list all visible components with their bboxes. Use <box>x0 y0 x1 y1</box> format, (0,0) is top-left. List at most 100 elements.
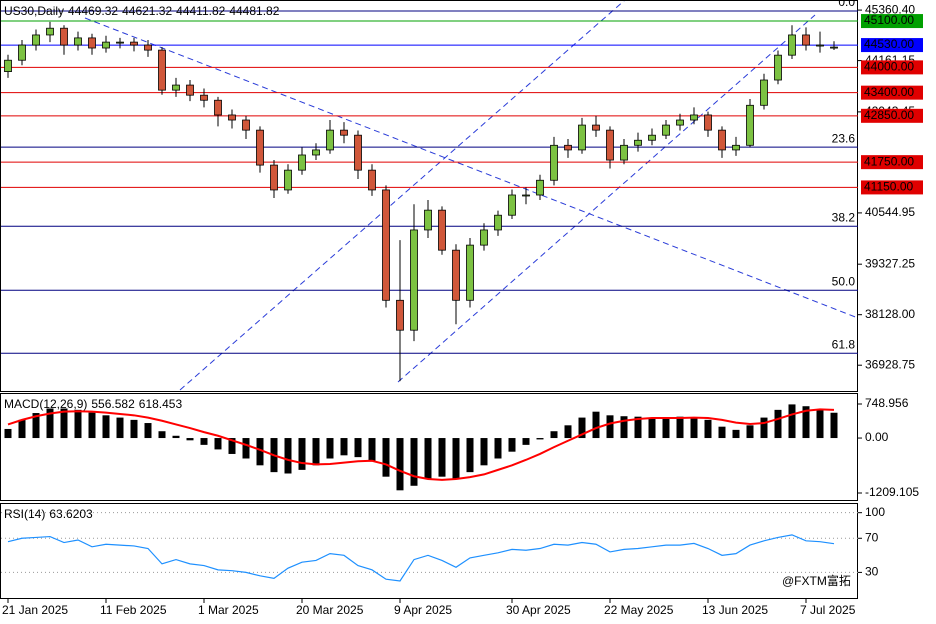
trendline <box>397 14 816 383</box>
trendline <box>179 0 626 391</box>
candle-body <box>340 129 348 136</box>
candle-body <box>60 27 68 46</box>
y-tick-label: 70 <box>865 530 879 544</box>
level-label: 41150.00 <box>864 180 913 194</box>
candle-body <box>606 129 614 161</box>
level-label: 43400.00 <box>864 85 914 99</box>
level-label: 45100.00 <box>864 13 914 27</box>
macd-bar <box>214 438 222 450</box>
macd-bar <box>60 408 68 439</box>
candle-body <box>466 244 474 301</box>
macd-bar <box>424 438 432 479</box>
macd-bar <box>200 438 208 445</box>
candle-body <box>564 144 572 151</box>
macd-bar <box>158 431 166 439</box>
candle-body <box>578 124 586 151</box>
x-tick-label: 1 Mar 2025 <box>198 603 259 617</box>
candle-body <box>480 229 488 246</box>
candle-body <box>788 34 796 56</box>
macd-bar <box>676 416 684 439</box>
level-label-box <box>861 108 923 123</box>
candle-body <box>816 44 824 47</box>
macd-bar <box>186 438 194 441</box>
macd-bar <box>606 415 614 439</box>
level-label-box <box>861 85 923 100</box>
macd-panel-frame <box>0 393 858 501</box>
macd-bar <box>18 419 26 439</box>
y-tick-label: 40544.95 <box>865 205 915 219</box>
macd-bar <box>32 413 40 439</box>
macd-bar <box>802 406 810 439</box>
macd-bar <box>256 438 264 466</box>
candle-body <box>158 49 166 91</box>
candle-body <box>676 119 684 126</box>
candle-body <box>746 104 754 146</box>
trendlines <box>84 0 859 391</box>
candle-body <box>214 99 222 116</box>
header-value: RSI(14) <box>4 507 45 521</box>
candle-body <box>550 144 558 181</box>
candle-body <box>382 189 390 301</box>
x-tick-label: 7 Jul 2025 <box>800 603 856 617</box>
x-tick-label: 22 May 2025 <box>604 603 674 617</box>
x-tick-label: 30 Apr 2025 <box>506 603 571 617</box>
candle-body <box>74 37 82 46</box>
candle-body <box>116 41 124 44</box>
level-label: 44530.00 <box>864 37 914 51</box>
level-label-box <box>861 38 923 53</box>
rsi-panel-frame <box>0 503 858 599</box>
macd-bar <box>788 404 796 439</box>
header-value: 44621.32 <box>122 4 172 18</box>
candle-body <box>46 27 54 36</box>
macd-bar <box>130 419 138 439</box>
macd-bar <box>368 438 376 461</box>
candle-body <box>88 37 96 49</box>
candle-body <box>774 54 782 81</box>
macd-bar <box>438 438 446 477</box>
candle-body <box>172 84 180 91</box>
candle-body <box>424 209 432 231</box>
candle-body <box>648 134 656 141</box>
candle-body <box>200 94 208 101</box>
macd-bar <box>816 409 824 439</box>
fib-label: 0.0 <box>838 0 855 9</box>
candle-body <box>186 84 194 96</box>
x-tick-label: 11 Feb 2025 <box>100 603 167 617</box>
macd-bar <box>662 417 670 439</box>
candle-body <box>620 144 628 161</box>
macd-bar <box>774 409 782 439</box>
candle-body <box>718 129 726 151</box>
candle-body <box>396 299 404 331</box>
y-tick-label: 39327.25 <box>865 256 915 270</box>
macd-bar <box>74 409 82 439</box>
macd-bar <box>228 438 236 454</box>
candle-body <box>732 144 740 151</box>
macd-bar <box>116 417 124 439</box>
header-value: 63.6203 <box>49 507 93 521</box>
fib-label: 50.0 <box>832 274 856 288</box>
candle-body <box>830 46 838 49</box>
macd-bar <box>396 438 404 491</box>
candle-body <box>452 249 460 301</box>
macd-bar <box>452 438 460 479</box>
macd-bar <box>634 416 642 439</box>
x-tick-label: 20 Mar 2025 <box>296 603 364 617</box>
candle-body <box>354 134 362 171</box>
macd-bar <box>312 438 320 466</box>
candle-body <box>634 139 642 146</box>
macd-bar <box>704 419 712 439</box>
header-value: 44411.82 <box>176 4 225 18</box>
y-tick-label: 45360.40 <box>865 2 915 16</box>
level-label-box <box>861 60 923 75</box>
candle-body <box>760 79 768 106</box>
fib-label: 38.2 <box>832 210 856 224</box>
candle-body <box>242 119 250 131</box>
candle-body <box>802 34 810 46</box>
macd-bar <box>102 415 110 439</box>
macd-bar <box>354 438 362 458</box>
y-tick-label: 748.956 <box>865 396 909 410</box>
macd-bar <box>466 438 474 473</box>
candle-body <box>102 41 110 49</box>
